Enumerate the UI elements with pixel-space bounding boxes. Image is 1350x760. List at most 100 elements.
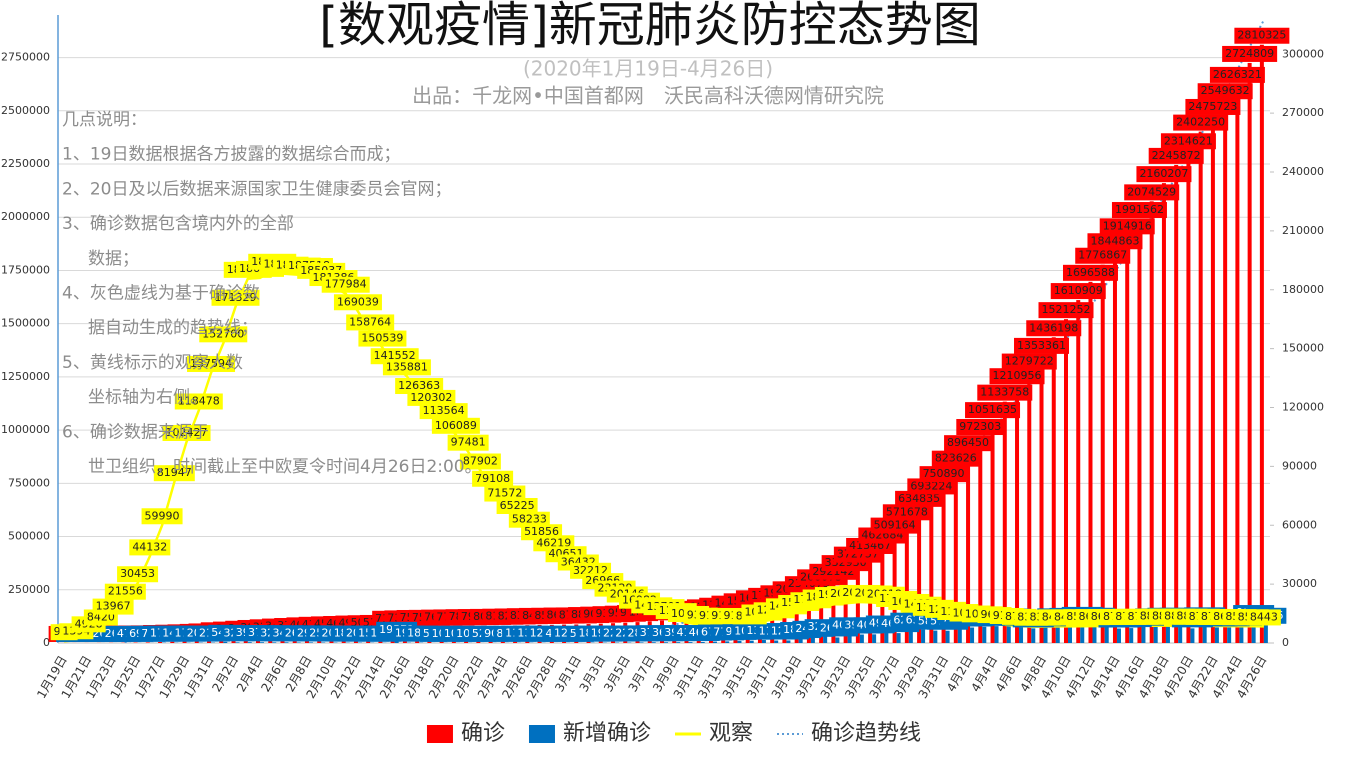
data-label-box — [496, 497, 538, 514]
bar — [1015, 385, 1020, 643]
data-label-box — [1001, 353, 1057, 370]
bar — [921, 629, 926, 643]
data-label-box — [1111, 202, 1167, 219]
data-label-box — [1160, 133, 1216, 150]
data-label: 118478 — [178, 394, 220, 407]
data-label: 1991562 — [1115, 203, 1164, 216]
note-line: 5、黄线标示的观察人数 — [62, 353, 243, 373]
data-label: 1051635 — [968, 403, 1017, 416]
data-label: 1133758 — [980, 386, 1029, 399]
data-label: 823626 — [935, 452, 977, 465]
data-label: 2245872 — [1152, 149, 1201, 162]
data-label: 1521252 — [1042, 303, 1091, 316]
data-label: 59990 — [145, 509, 180, 522]
y2-tick-label: 0 — [1282, 636, 1289, 649]
data-label: 152700 — [202, 327, 244, 340]
bar — [1068, 624, 1072, 643]
bar — [1263, 624, 1268, 643]
bar — [700, 642, 705, 643]
bar — [725, 641, 730, 643]
bar — [1251, 622, 1256, 643]
data-label: 509164 — [874, 519, 916, 532]
data-label: 46219 — [536, 536, 571, 549]
data-label-box — [1185, 98, 1241, 115]
bar — [1153, 625, 1158, 643]
data-label-box — [1099, 218, 1155, 235]
bar — [1104, 625, 1109, 643]
data-label: 1776867 — [1078, 249, 1127, 262]
bar — [1116, 628, 1121, 643]
bar — [794, 598, 799, 643]
bar — [1210, 115, 1215, 644]
data-label: 2724809 — [1225, 47, 1274, 60]
bar — [978, 436, 983, 643]
data-label-box — [174, 393, 223, 410]
bar — [1002, 401, 1007, 643]
data-label-box — [447, 434, 489, 451]
data-label-box — [1050, 283, 1106, 300]
data-label-box — [484, 485, 526, 502]
bar — [941, 483, 946, 643]
legend-label: 确诊 — [461, 721, 505, 746]
data-label-box — [1173, 114, 1229, 131]
bar — [896, 633, 901, 643]
data-label-box — [895, 490, 944, 507]
data-label: 13967 — [96, 600, 131, 613]
y2-tick-label: 300000 — [1282, 47, 1324, 60]
bar — [819, 586, 824, 643]
bar — [990, 419, 995, 643]
bar — [1092, 624, 1097, 643]
data-label: 2475723 — [1188, 100, 1237, 113]
bar — [1031, 628, 1036, 643]
bar — [1039, 354, 1044, 643]
bar — [1043, 627, 1048, 643]
data-label: 71572 — [487, 487, 522, 500]
bar — [182, 641, 187, 643]
bar — [884, 632, 889, 643]
bar — [223, 641, 228, 643]
legend-label: 观察 — [709, 721, 753, 746]
data-label-box — [117, 566, 159, 583]
note-line: 数据； — [88, 249, 139, 269]
bar — [1088, 281, 1093, 643]
data-label-box — [472, 470, 514, 487]
data-label-box — [1026, 320, 1082, 337]
bar — [1076, 300, 1081, 643]
bar — [1178, 624, 1183, 643]
bar — [296, 642, 301, 643]
data-label: 1210956 — [993, 369, 1042, 382]
bar — [1112, 250, 1117, 643]
data-label: 21556 — [108, 585, 143, 598]
data-label: 87902 — [463, 454, 498, 467]
data-label-box — [211, 289, 260, 306]
bar — [823, 636, 828, 643]
bar — [260, 642, 264, 643]
data-label-box — [1209, 66, 1265, 83]
y2-tick-label: 240000 — [1282, 165, 1324, 178]
bar — [1165, 624, 1170, 643]
data-label-box — [92, 598, 134, 615]
bar — [235, 642, 240, 643]
bar — [1149, 201, 1154, 643]
y2-tick-label: 60000 — [1282, 518, 1317, 531]
y-tick-label: 250000 — [8, 583, 50, 596]
bar — [1198, 131, 1203, 643]
bar — [1174, 164, 1179, 643]
bar — [1202, 624, 1207, 643]
bar — [284, 642, 289, 643]
y2-tick-label: 90000 — [1282, 459, 1317, 472]
bar — [1259, 44, 1264, 644]
bar — [1055, 625, 1060, 643]
bar — [835, 637, 840, 643]
bar — [933, 630, 938, 643]
data-label: 693224 — [910, 479, 952, 492]
bar — [1051, 337, 1056, 643]
bar — [929, 495, 934, 643]
data-label: 634835 — [898, 492, 940, 505]
bar — [1227, 627, 1232, 643]
y2-tick-label: 30000 — [1282, 577, 1317, 590]
data-label: 171329 — [215, 291, 257, 304]
data-label: 896450 — [947, 436, 989, 449]
trendline — [120, 19, 1265, 643]
bar — [904, 521, 909, 643]
